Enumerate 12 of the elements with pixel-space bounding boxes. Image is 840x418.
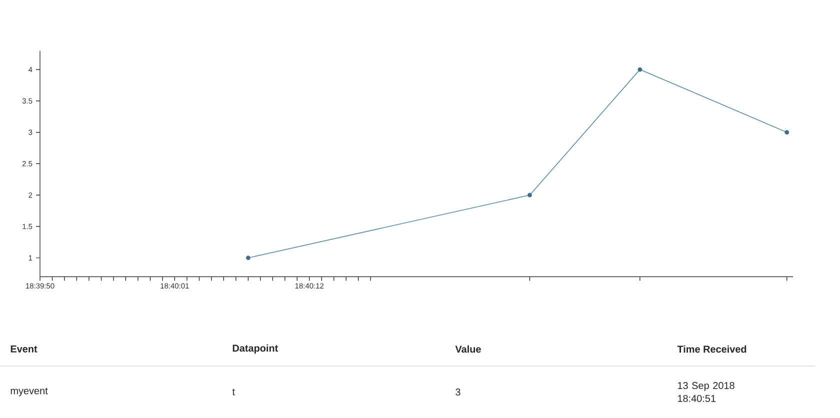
text: 3 [456,388,460,396]
point [246,256,250,260]
text: Event [10,346,38,352]
text: t [232,388,235,396]
text: Datapoint [232,344,278,354]
text: 13 Sep 2018 18:40:51 [678,382,734,402]
point [528,192,532,198]
point [784,130,790,135]
text: Time Received [677,345,746,353]
text: Value [455,345,481,353]
text: myevent [10,388,48,396]
point [638,67,642,72]
